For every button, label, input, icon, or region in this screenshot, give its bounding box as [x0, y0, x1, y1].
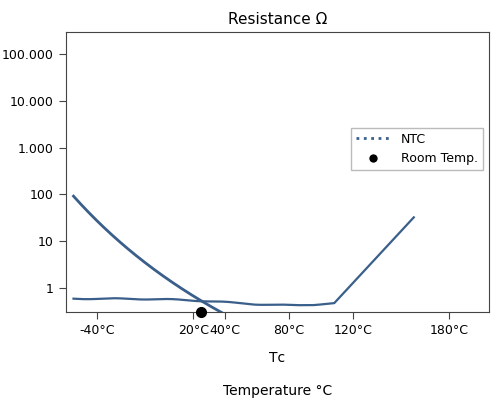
Legend: NTC, Room Temp.: NTC, Room Temp.: [351, 128, 483, 170]
Title: Resistance Ω: Resistance Ω: [227, 12, 327, 27]
Text: Temperature °C: Temperature °C: [223, 384, 332, 398]
Text: Tᴄ: Tᴄ: [269, 351, 285, 365]
